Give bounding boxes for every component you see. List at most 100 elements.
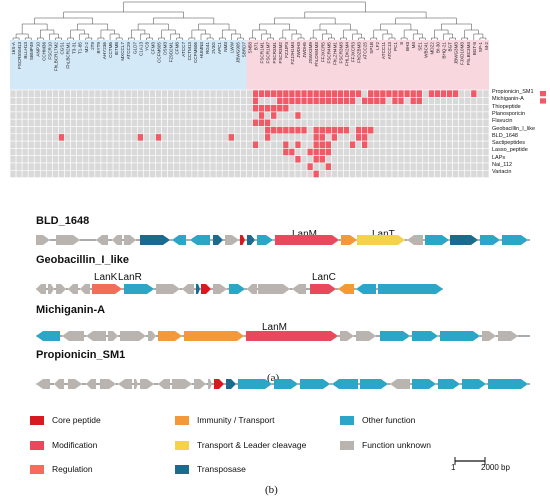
gene-arrow	[108, 331, 118, 341]
heatmap-row-label: Variacin	[492, 169, 512, 176]
taxon-label: MDZ2	[429, 42, 434, 55]
taxon-label: BH3	[405, 42, 410, 51]
taxon-label: BGT	[448, 42, 453, 52]
legend-swatch	[30, 415, 44, 425]
gene-arrow	[225, 235, 239, 245]
legend-label: Modification	[52, 440, 98, 450]
taxon-label: FFJXCR5	[320, 42, 325, 63]
gene-arrow	[48, 284, 54, 294]
gene-arrow	[62, 331, 84, 341]
taxon-label: FhLBCR17M2	[53, 42, 58, 72]
taxon-label: FhDZBM3	[357, 42, 362, 63]
legend-label: Function unknown	[362, 440, 431, 450]
taxon-label: 8	[399, 42, 404, 45]
gene-arrow	[112, 235, 122, 245]
gene-arrow	[412, 331, 438, 341]
heatmap-row-label: Geobacillin_I_like	[492, 125, 536, 132]
gene-arrow	[86, 331, 106, 341]
taxon-label: CCTM13	[187, 42, 192, 61]
cluster-title-bld-1648: BLD_1648	[36, 215, 90, 227]
gene-arrow	[238, 379, 272, 389]
gene-arrow	[482, 331, 496, 341]
gene-label-lanr: LanR	[118, 272, 142, 283]
taxon-label: JSWX3M9	[308, 42, 313, 64]
legend-item: Modification	[30, 440, 97, 450]
gene-arrow	[54, 379, 64, 389]
taxon-label: BGT-8	[472, 42, 477, 56]
heatmap-row-label: Michiganin-A	[492, 96, 524, 103]
gene-arrow	[438, 379, 460, 389]
gene-arrow	[184, 331, 244, 341]
gene-arrow	[214, 379, 224, 389]
heatmap-row-label: Propionicin_SM1	[492, 89, 534, 95]
gene-label-lanm-mich: LanM	[262, 322, 288, 333]
taxon-label: ATCC7	[181, 42, 186, 57]
taxon-label: FSCR1M7	[266, 42, 271, 64]
gene-arrow	[156, 284, 180, 294]
gene-arrow	[86, 379, 96, 389]
legend-label: Transposase	[197, 464, 246, 474]
taxon-label: ANP10	[35, 42, 40, 57]
taxon-label: FSCR3M2	[278, 42, 283, 64]
gene-arrow	[182, 284, 194, 294]
gene-arrow	[338, 284, 354, 294]
legend-label: Other function	[362, 415, 416, 425]
gene-arrow	[134, 379, 138, 389]
taxon-label: FJXD10M3	[460, 42, 465, 65]
gene-arrow	[380, 331, 410, 341]
legend-swatch	[175, 415, 189, 425]
taxon-label: FHLDK2M4	[345, 42, 350, 66]
taxon-label: ATCC25	[363, 42, 368, 60]
taxon-label: SBRD7	[241, 42, 246, 58]
legend-label: Regulation	[52, 464, 93, 474]
gene-arrow	[140, 235, 170, 245]
cluster-title-propionicin: Propionicin_SM1	[36, 349, 126, 361]
gene-arrow	[274, 379, 298, 389]
legend-item: Other function	[340, 415, 415, 425]
gene-label-lant-bld: LanT	[372, 229, 395, 240]
taxon-label: 16S-A	[11, 41, 16, 55]
legend-swatch	[340, 415, 354, 425]
gene-arrow	[196, 284, 200, 294]
scale-end: 2000 bp	[481, 463, 510, 472]
taxon-label: M4	[411, 42, 416, 49]
gene-arrow	[257, 235, 273, 245]
heatmap-row-label: Flavucin	[492, 118, 513, 125]
taxon-label: CCFM605	[157, 42, 162, 63]
taxon-label: FhLBCR2M1	[66, 42, 71, 69]
taxon-label: JBWG3M3	[454, 42, 459, 65]
heatmap-row-label: Nai_112	[492, 162, 513, 168]
heatmap-row-label: BLD_1648	[492, 132, 518, 139]
legend-item: Transport & Leader cleavage	[175, 440, 306, 450]
scale-start: 1	[451, 463, 456, 472]
gene-arrow	[310, 284, 336, 294]
legend-item: Transposase	[175, 464, 246, 474]
gene-arrow	[140, 379, 154, 389]
gene-arrow	[80, 284, 90, 294]
taxon-label: RG41	[205, 42, 210, 54]
legend-item: Immunity / Transport	[175, 415, 274, 425]
gene-arrow	[56, 235, 80, 245]
taxa-labels: 16S-A FSCR5SM13 BLLH13 SBMP49 ANP10 CCHM36 FSC…	[11, 41, 489, 71]
heatmap-row-label: Thiopeptide	[492, 103, 521, 110]
taxon-label: SN58	[248, 42, 253, 54]
taxon-label: FhLDW4M3	[314, 42, 319, 67]
heatmap-grid	[9, 89, 546, 178]
gene-arrow	[36, 379, 50, 389]
legend-item: Function unknown	[340, 440, 431, 450]
gene-arrow	[172, 235, 186, 245]
taxon-label: NM3	[223, 42, 228, 52]
heatmap-row-label: Lasso_peptide	[492, 147, 528, 154]
taxon-label: SE1	[417, 42, 422, 51]
gene-arrow	[407, 235, 423, 245]
taxon-label: FZJJP3	[284, 42, 289, 58]
taxon-label: JWDH3	[296, 42, 301, 58]
taxon-label: CCFM606	[193, 42, 198, 63]
taxon-label: C1A13	[138, 42, 143, 56]
taxon-label: SP1B	[369, 42, 374, 54]
taxon-label: T1-85	[78, 42, 83, 54]
heatmap-row-label: Sactipeptides	[492, 140, 526, 147]
gene-arrow	[356, 331, 376, 341]
